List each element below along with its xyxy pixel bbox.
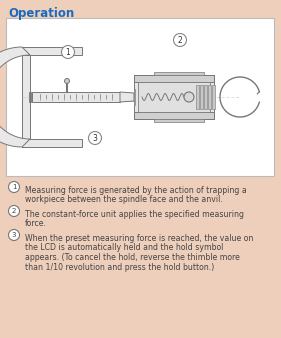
Bar: [32, 93, 148, 101]
Text: 2: 2: [12, 208, 16, 214]
Bar: [134, 112, 214, 119]
Text: Measuring force is generated by the action of trapping a: Measuring force is generated by the acti…: [25, 186, 247, 195]
Text: the LCD is automatically held and the hold symbol: the LCD is automatically held and the ho…: [25, 243, 223, 252]
Text: 1: 1: [66, 48, 70, 57]
Polygon shape: [0, 47, 30, 147]
Polygon shape: [120, 92, 134, 102]
Bar: [154, 119, 204, 122]
Circle shape: [8, 206, 19, 217]
Circle shape: [62, 46, 74, 58]
Circle shape: [89, 131, 101, 145]
Text: When the preset measuring force is reached, the value on: When the preset measuring force is reach…: [25, 234, 253, 243]
Bar: [134, 75, 214, 82]
Bar: [32, 92, 120, 102]
Text: 3: 3: [92, 134, 98, 143]
Text: 2: 2: [178, 36, 182, 45]
Bar: [196, 85, 199, 109]
Bar: [200, 85, 203, 109]
Bar: [22, 47, 30, 147]
Text: force.: force.: [25, 219, 47, 228]
Bar: [208, 85, 211, 109]
Circle shape: [8, 182, 19, 193]
Text: workpiece between the spindle face and the anvil.: workpiece between the spindle face and t…: [25, 195, 223, 204]
Bar: [154, 72, 204, 75]
Circle shape: [173, 33, 187, 47]
Circle shape: [184, 92, 194, 102]
Bar: [138, 82, 210, 112]
Circle shape: [8, 230, 19, 241]
Text: 3: 3: [12, 232, 16, 238]
Bar: [212, 85, 215, 109]
Bar: [6, 18, 274, 176]
Bar: [22, 47, 82, 55]
Text: 1: 1: [12, 184, 16, 190]
Bar: [22, 139, 82, 147]
Bar: [204, 85, 207, 109]
Bar: [134, 89, 135, 105]
Text: The constant-force unit applies the specified measuring: The constant-force unit applies the spec…: [25, 210, 244, 219]
Text: than 1/10 revolution and press the hold button.): than 1/10 revolution and press the hold …: [25, 263, 214, 271]
Circle shape: [65, 78, 69, 83]
Text: appears. (To cancel the hold, reverse the thimble more: appears. (To cancel the hold, reverse th…: [25, 253, 240, 262]
Text: Operation: Operation: [8, 7, 74, 20]
Bar: [134, 75, 214, 119]
